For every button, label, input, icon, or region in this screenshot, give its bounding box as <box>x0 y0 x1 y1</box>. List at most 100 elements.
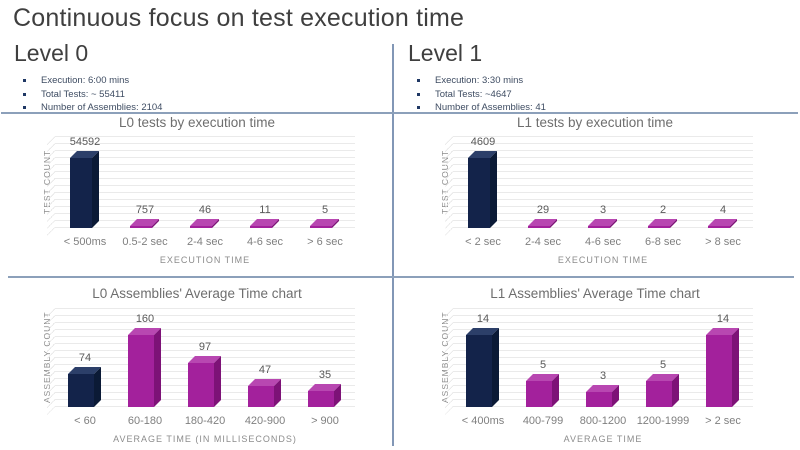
value-label: 2 <box>659 204 667 216</box>
list-item: Total Tests: ~ 55411 <box>14 88 386 102</box>
chart-body: ASSEMBLY COUNT74160974735< 6060-180180-4… <box>8 307 386 444</box>
section-level-0: Level 0 Execution: 6:00 mins Total Tests… <box>14 40 386 115</box>
bar-slot: 47 <box>235 307 295 407</box>
category-label: < 500ms <box>63 236 107 248</box>
bar <box>588 219 617 228</box>
category-label: > 2 sec <box>705 415 741 427</box>
value-label: 74 <box>78 352 92 364</box>
bar-side-face <box>154 328 161 407</box>
bar <box>308 384 341 407</box>
plot-column: 54592 757 46 11 5 < 500ms 0.5-2 sec 2-4 sec 4-6 … <box>47 136 355 265</box>
bullet-icon <box>23 79 26 83</box>
bar-slots: 14 5 3 5 14 <box>453 307 753 407</box>
bar-slot: 5 <box>295 136 355 228</box>
bar <box>526 374 559 407</box>
bar-slot: 46 <box>175 136 235 228</box>
bar-slot: 54592 <box>55 136 115 228</box>
chart-title: L0 Assemblies' Average Time chart <box>92 286 302 301</box>
bar-slot: 3 <box>573 136 633 228</box>
bar-slot: 5 <box>513 307 573 407</box>
bar-slot: 3 <box>573 307 633 407</box>
category-label: 1200-1999 <box>636 415 690 427</box>
bullet-icon <box>23 106 26 110</box>
bar <box>188 356 221 407</box>
grid-wall <box>445 307 453 415</box>
value-label: 5 <box>539 359 547 371</box>
plot-column: 74 160 97 47 35 < 60 60-180 180-420 420-900 > 900… <box>47 307 355 444</box>
bar-front-face <box>648 226 670 228</box>
grid-wall <box>47 136 55 236</box>
bullet-icon <box>417 106 420 110</box>
category-label: 4-6 sec <box>246 236 284 248</box>
value-label: 757 <box>135 204 155 216</box>
category-label: 60-180 <box>127 415 163 427</box>
bar-side-face <box>214 356 221 407</box>
category-label: 420-900 <box>244 415 286 427</box>
category-label: > 900 <box>311 415 339 427</box>
plot-area: 54592 757 46 11 5 <box>47 136 355 236</box>
bar-slot: 11 <box>235 136 295 228</box>
bar-front-face <box>706 335 732 407</box>
bar <box>70 151 99 228</box>
bar-front-face <box>466 335 492 407</box>
bar-slot: 2 <box>633 136 693 228</box>
value-label: 3 <box>599 370 607 382</box>
bullet-text: Total Tests: ~ 55411 <box>41 88 125 100</box>
bullet-icon <box>417 79 420 83</box>
x-axis-label: AVERAGE TIME <box>563 434 643 444</box>
vertical-divider <box>392 44 394 446</box>
value-label: 35 <box>318 369 332 381</box>
bar-slots: 74 160 97 47 35 <box>55 307 355 407</box>
bar-slots: 4609 29 3 2 4 <box>453 136 753 228</box>
bar-front-face <box>190 226 212 228</box>
category-label: 4-6 sec <box>584 236 622 248</box>
section-level-1: Level 1 Execution: 3:30 mins Total Tests… <box>408 40 780 115</box>
bar-front-face <box>130 226 152 228</box>
value-label: 4609 <box>470 136 496 148</box>
bar-slots: 54592 757 46 11 5 <box>55 136 355 228</box>
bar <box>586 385 619 407</box>
bullet-icon <box>23 92 26 96</box>
bar <box>468 151 497 228</box>
bullet-text: Execution: 6:00 mins <box>41 75 130 86</box>
bar <box>68 367 101 407</box>
grid-wall <box>47 307 55 415</box>
category-label: 180-420 <box>184 415 226 427</box>
chart-title: L1 Assemblies' Average Time chart <box>490 286 700 301</box>
bar-front-face <box>188 363 214 407</box>
bar-front-face <box>128 335 154 407</box>
level-0-bullet-list: Execution: 6:00 mins Total Tests: ~ 5541… <box>14 74 386 115</box>
bullet-text: Number of Assemblies: 2104 <box>41 102 163 113</box>
value-label: 11 <box>259 204 271 216</box>
chart-title: L0 tests by execution time <box>118 115 276 130</box>
bar-front-face <box>468 158 490 228</box>
bar-side-face <box>552 374 559 407</box>
category-axis: < 2 sec 2-4 sec 4-6 sec 6-8 sec > 8 sec <box>453 232 753 252</box>
plot-column: 4609 29 3 2 4 < 2 sec 2-4 sec 4-6 sec 6-8 sec > 8… <box>445 136 753 265</box>
bar-front-face <box>68 374 94 407</box>
plot-area: 4609 29 3 2 4 <box>445 136 753 236</box>
bar <box>310 219 339 228</box>
category-label: < 2 sec <box>465 236 501 248</box>
bar-slot: 14 <box>453 307 513 407</box>
bar-front-face <box>250 226 272 228</box>
list-item: Execution: 3:30 mins <box>408 74 780 88</box>
value-label: 3 <box>599 204 607 216</box>
list-item: Number of Assemblies: 2104 <box>14 101 386 115</box>
bar-slot: 5 <box>633 307 693 407</box>
bar-side-face <box>490 151 497 228</box>
bar <box>646 374 679 407</box>
bar <box>528 219 557 228</box>
bar-slot: 14 <box>693 307 753 407</box>
bar-side-face <box>732 328 739 407</box>
bar-slot: 29 <box>513 136 573 228</box>
plot-column: 14 5 3 5 14 < 400ms 400-799 800-1200 1200-1999 > … <box>445 307 753 444</box>
chart-body: ASSEMBLY COUNT1453514< 400ms400-799800-1… <box>398 307 792 444</box>
category-axis: < 60 60-180 180-420 420-900 > 900 <box>55 411 355 431</box>
bar-front-face <box>588 226 610 228</box>
bar-side-face <box>672 374 679 407</box>
category-label: 0.5-2 sec <box>122 236 168 248</box>
category-label: > 8 sec <box>705 236 741 248</box>
grid-wall <box>445 136 453 236</box>
